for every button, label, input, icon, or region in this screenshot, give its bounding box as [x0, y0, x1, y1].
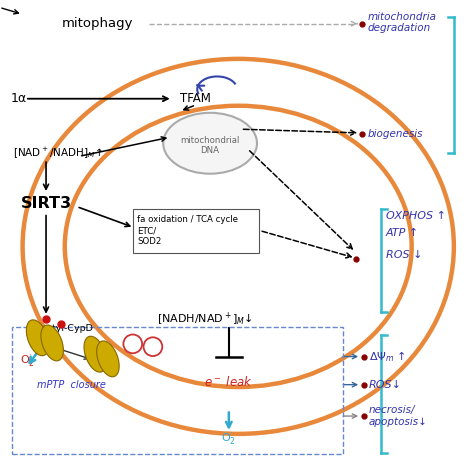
Text: mPTP  closure: mPTP closure: [37, 380, 106, 390]
Text: biogenesis: biogenesis: [367, 129, 423, 139]
Ellipse shape: [41, 325, 64, 361]
Ellipse shape: [163, 113, 257, 173]
Text: O$^·_2$: O$^·_2$: [221, 432, 237, 447]
FancyBboxPatch shape: [133, 209, 259, 254]
Text: SIRT3: SIRT3: [20, 196, 72, 211]
Circle shape: [123, 335, 142, 353]
Text: O$^·_2$: O$^·_2$: [20, 354, 35, 369]
Ellipse shape: [97, 341, 119, 377]
Text: $\Delta\Psi_m$ ↑: $\Delta\Psi_m$ ↑: [369, 349, 405, 364]
Text: 1α: 1α: [11, 92, 27, 105]
Text: necrosis/
apoptosis↓: necrosis/ apoptosis↓: [369, 405, 428, 427]
Text: ROS↓: ROS↓: [369, 380, 401, 390]
Text: mitophagy: mitophagy: [62, 17, 133, 30]
Text: ATP ↑: ATP ↑: [386, 228, 419, 238]
Text: OXPHOS ↑: OXPHOS ↑: [386, 211, 446, 221]
Ellipse shape: [84, 336, 107, 372]
Text: mitochondrial
DNA: mitochondrial DNA: [181, 136, 240, 155]
Text: $e^-$ $leak$: $e^-$ $leak$: [204, 375, 253, 389]
Text: SOD2: SOD2: [137, 237, 162, 246]
Text: ETC/: ETC/: [137, 226, 156, 235]
Text: fa oxidation / TCA cycle: fa oxidation / TCA cycle: [137, 215, 238, 224]
Circle shape: [144, 337, 162, 356]
Text: [NAD$^+$/NADH]$_M$↑: [NAD$^+$/NADH]$_M$↑: [13, 145, 103, 160]
Text: acetyl-CypD: acetyl-CypD: [36, 324, 94, 333]
Text: TFAM: TFAM: [180, 92, 210, 105]
Text: [NADH/NAD$^+$]$_M$↓: [NADH/NAD$^+$]$_M$↓: [157, 310, 254, 328]
Text: ROS ↓: ROS ↓: [386, 250, 422, 260]
Ellipse shape: [27, 320, 49, 356]
Text: mitochondria
degradation: mitochondria degradation: [367, 11, 436, 33]
